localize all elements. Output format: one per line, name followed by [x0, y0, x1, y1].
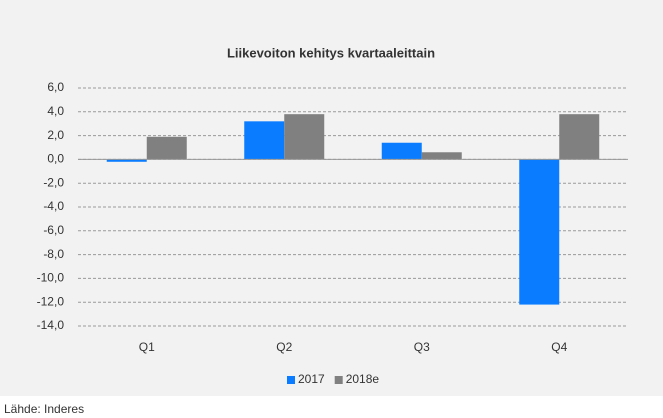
y-tick-label: -4,0	[43, 199, 64, 213]
bar	[106, 159, 147, 162]
y-tick-label: -8,0	[43, 247, 64, 261]
x-tick-label: Q4	[551, 340, 567, 354]
y-tick-label: -10,0	[37, 271, 65, 285]
bar	[559, 114, 600, 160]
y-tick-label: -12,0	[37, 294, 65, 308]
x-tick-label: Q1	[139, 340, 155, 354]
legend-swatch	[334, 376, 343, 384]
legend-label: 2017	[298, 372, 325, 386]
x-tick-label: Q2	[276, 340, 292, 354]
bar	[421, 152, 462, 160]
bar	[519, 159, 560, 305]
bar	[381, 142, 422, 160]
bar	[284, 114, 325, 160]
y-tick-label: -6,0	[43, 223, 64, 237]
y-tick-label: -14,0	[37, 318, 65, 332]
y-tick-label: 4,0	[47, 104, 64, 118]
y-tick-label: 6,0	[47, 80, 64, 94]
y-tick-label: 0,0	[47, 152, 64, 166]
legend-swatch	[287, 376, 295, 384]
chart-title: Liikevoiton kehitys kvartaaleittain	[227, 45, 435, 60]
legend-label: 2018e	[346, 372, 380, 386]
bar	[244, 121, 285, 160]
bar	[146, 136, 187, 160]
source: Lähde: Inderes	[4, 402, 84, 416]
y-tick-label: -2,0	[43, 175, 64, 189]
x-tick-label: Q3	[414, 340, 430, 354]
y-tick-label: 2,0	[47, 128, 64, 142]
